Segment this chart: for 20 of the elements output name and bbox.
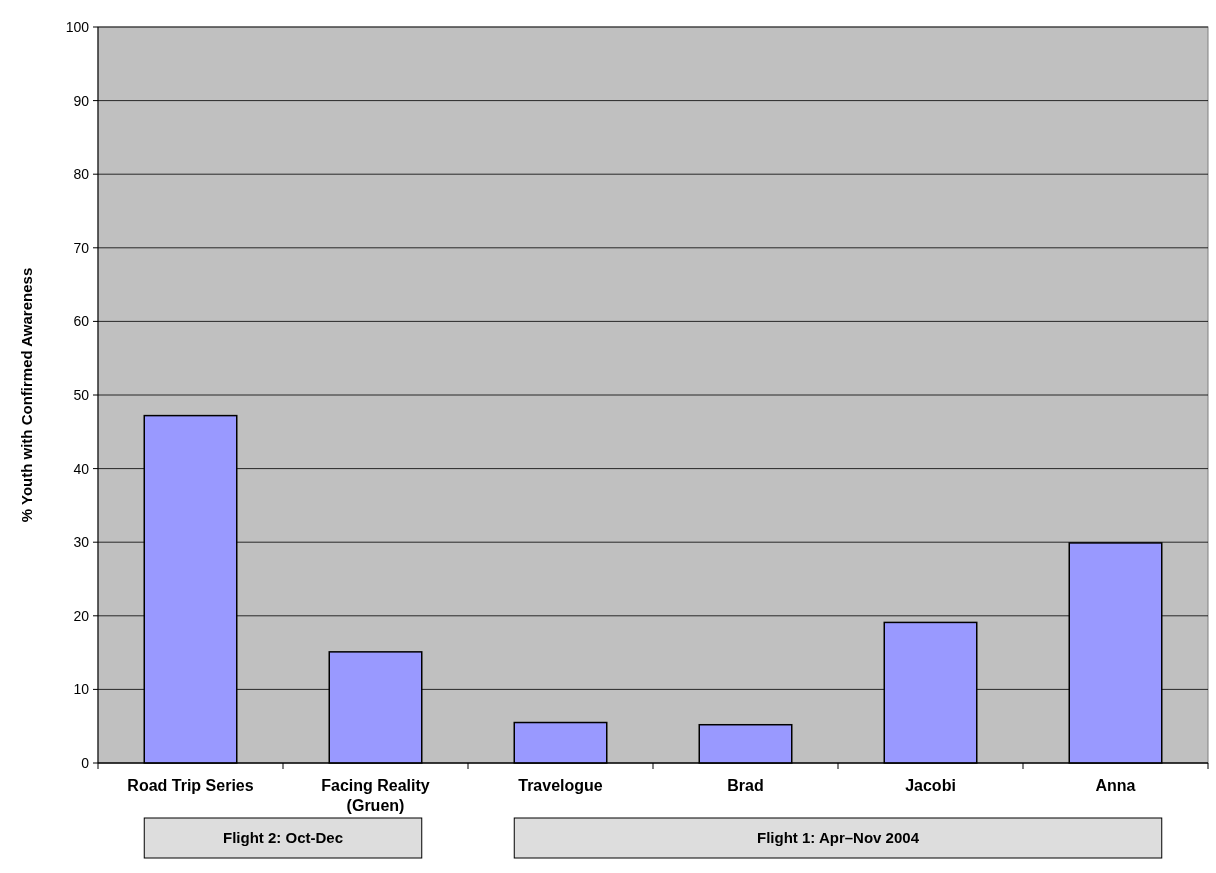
y-tick-label: 0 [81,754,90,771]
x-tick-label: Brad [727,777,764,794]
text: Flight 2: Oct-Dec [222,829,344,847]
x-tick-label: Road Trip Series [127,777,254,794]
y-tick-label: 50 [73,386,90,403]
text: Flight 1: Apr–Nov 2004 [757,829,920,847]
y-tick-label: 40 [73,460,90,477]
y-tick-label: 10 [73,681,90,698]
x-tick-label: Travelogue [518,777,603,794]
x-tick-label: Facing Reality (Gruen) [321,777,430,814]
y-tick-label: 30 [73,534,90,551]
x-tick-label: Anna [1095,777,1136,794]
y-tick-label: 20 [73,607,90,624]
y-tick-label: 60 [73,313,90,330]
y-tick-label: 90 [73,92,90,109]
x-tick-label: Jacobi [905,777,956,794]
y-tick-label: 80 [73,166,90,183]
y-axis-title: % Youth with Confirmed Awareness [18,267,35,523]
y-tick-label: 70 [73,239,90,256]
y-tick-label: 100 [65,18,90,35]
